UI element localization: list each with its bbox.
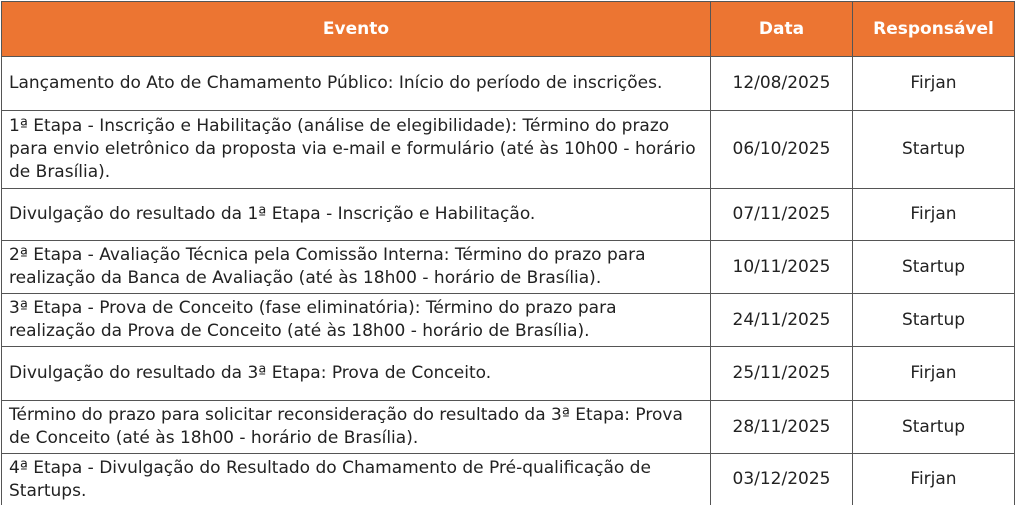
table-row: Divulgação do resultado da 1ª Etapa - In… <box>1 188 1015 241</box>
table-row: Término do prazo para solicitar reconsid… <box>1 400 1015 454</box>
event-cell: Divulgação do resultado da 3ª Etapa: Pro… <box>1 346 711 401</box>
event-cell: 3ª Etapa - Prova de Conceito (fase elimi… <box>1 293 711 347</box>
table-row: Divulgação do resultado da 3ª Etapa: Pro… <box>1 346 1015 401</box>
event-cell: Término do prazo para solicitar reconsid… <box>1 400 711 454</box>
owner-cell: Startup <box>852 240 1015 294</box>
header-cell: Responsável <box>852 1 1015 57</box>
date-cell: 12/08/2025 <box>710 56 853 111</box>
date-cell: 28/11/2025 <box>710 400 853 454</box>
event-cell: 4ª Etapa - Divulgação do Resultado do Ch… <box>1 453 711 505</box>
header-cell: Evento <box>1 1 711 57</box>
header-row: Evento Data Responsável <box>1 1 1015 57</box>
table-row: 2ª Etapa - Avaliação Técnica pela Comiss… <box>1 240 1015 294</box>
date-cell: 07/11/2025 <box>710 188 853 241</box>
event-cell: 2ª Etapa - Avaliação Técnica pela Comiss… <box>1 240 711 294</box>
table-row: 4ª Etapa - Divulgação do Resultado do Ch… <box>1 453 1015 505</box>
owner-cell: Firjan <box>852 188 1015 241</box>
owner-cell: Firjan <box>852 346 1015 401</box>
owner-cell: Startup <box>852 110 1015 189</box>
owner-cell: Startup <box>852 400 1015 454</box>
date-cell: 24/11/2025 <box>710 293 853 347</box>
table-row: Lançamento do Ato de Chamamento Público:… <box>1 56 1015 111</box>
owner-cell: Startup <box>852 293 1015 347</box>
owner-cell: Firjan <box>852 56 1015 111</box>
table-row: 1ª Etapa - Inscrição e Habilitação (anál… <box>1 110 1015 189</box>
date-cell: 03/12/2025 <box>710 453 853 505</box>
owner-cell: Firjan <box>852 453 1015 505</box>
header-cell: Data <box>710 1 853 57</box>
event-cell: Lançamento do Ato de Chamamento Público:… <box>1 56 711 111</box>
date-cell: 10/11/2025 <box>710 240 853 294</box>
date-cell: 06/10/2025 <box>710 110 853 189</box>
event-cell: 1ª Etapa - Inscrição e Habilitação (anál… <box>1 110 711 189</box>
event-cell: Divulgação do resultado da 1ª Etapa - In… <box>1 188 711 241</box>
date-cell: 25/11/2025 <box>710 346 853 401</box>
table-row: 3ª Etapa - Prova de Conceito (fase elimi… <box>1 293 1015 347</box>
